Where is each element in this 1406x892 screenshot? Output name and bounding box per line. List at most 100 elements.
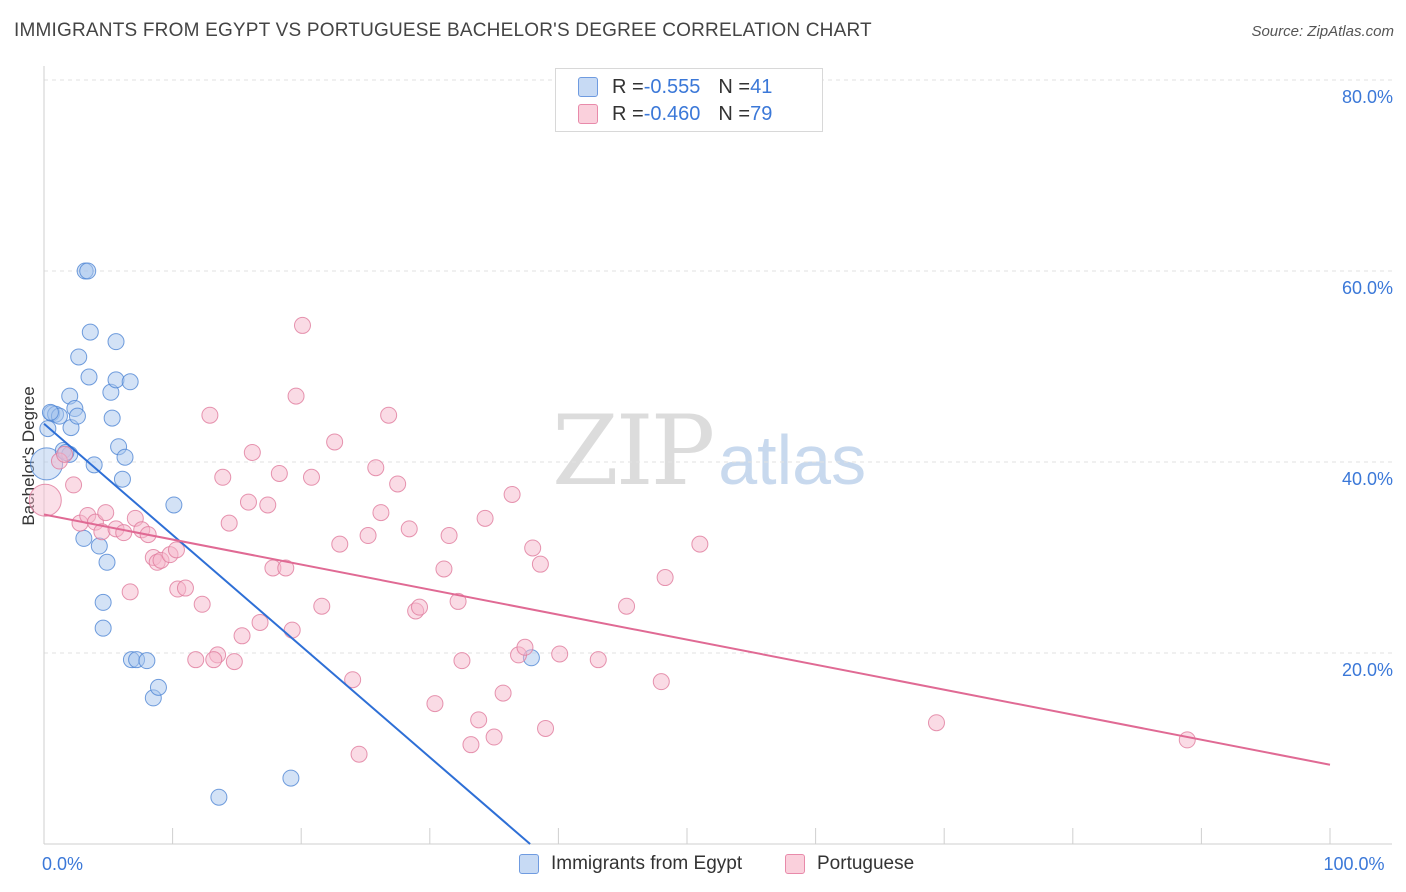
point-portuguese <box>618 597 636 615</box>
point-egypt <box>210 788 228 806</box>
point-egypt <box>94 593 112 611</box>
x-tick-label: 0.0% <box>42 854 83 874</box>
point-portuguese <box>400 520 418 538</box>
legend-n-label: N = <box>718 102 751 125</box>
trendline-portuguese <box>43 513 1331 766</box>
legend-r-label: R = <box>612 102 644 125</box>
point-portuguese <box>656 569 674 587</box>
point-portuguese <box>350 745 368 763</box>
point-portuguese <box>326 433 344 451</box>
stats-legend: R = -0.555 N = 41 R = -0.460 N = 79 <box>555 68 823 132</box>
point-portuguese <box>28 483 62 517</box>
point-portuguese <box>551 645 569 663</box>
chart-title: IMMIGRANTS FROM EGYPT VS PORTUGUESE BACH… <box>14 20 872 41</box>
legend-swatch-portuguese <box>578 104 598 124</box>
point-portuguese <box>380 406 398 424</box>
point-portuguese <box>367 459 385 477</box>
point-portuguese <box>205 651 223 669</box>
point-egypt <box>116 448 134 466</box>
series-legend-portuguese: Portuguese <box>785 851 914 877</box>
point-egypt <box>103 409 121 427</box>
point-portuguese <box>1178 731 1196 749</box>
point-portuguese <box>516 638 534 656</box>
point-egypt <box>149 678 167 696</box>
point-egypt <box>113 470 131 488</box>
watermark: ZIPatlas <box>552 395 866 507</box>
point-egypt <box>107 371 125 389</box>
legend-n-value: 41 <box>750 75 773 98</box>
point-portuguese <box>589 651 607 669</box>
point-egypt <box>138 652 156 670</box>
point-portuguese <box>426 695 444 713</box>
point-portuguese <box>277 559 295 577</box>
point-portuguese <box>193 595 211 613</box>
legend-n-label: N = <box>718 75 751 98</box>
point-egypt <box>79 262 97 280</box>
point-portuguese <box>503 485 521 503</box>
y-tick-label: 20.0% <box>1342 660 1393 680</box>
point-egypt <box>282 769 300 787</box>
point-egypt <box>39 420 57 438</box>
point-portuguese <box>389 475 407 493</box>
point-portuguese <box>201 406 219 424</box>
trendline-egypt <box>43 423 531 845</box>
point-portuguese <box>115 524 133 542</box>
point-portuguese <box>531 555 549 573</box>
legend-swatch-egypt <box>578 77 598 97</box>
point-egypt <box>75 529 93 547</box>
source-credit: Source: ZipAtlas.com <box>1251 23 1394 40</box>
point-portuguese <box>167 541 185 559</box>
point-egypt <box>90 537 108 555</box>
point-portuguese <box>470 711 488 729</box>
point-portuguese <box>344 671 362 689</box>
point-portuguese <box>283 621 301 639</box>
point-portuguese <box>524 539 542 557</box>
point-portuguese <box>359 527 377 545</box>
series-swatch-egypt <box>519 854 539 874</box>
watermark-zip: ZIP <box>552 395 715 507</box>
point-portuguese <box>239 493 257 511</box>
point-portuguese <box>97 504 115 522</box>
point-egypt <box>41 403 59 421</box>
point-portuguese <box>287 387 305 405</box>
point-portuguese <box>302 468 320 486</box>
point-portuguese <box>176 579 194 597</box>
point-portuguese <box>411 598 429 616</box>
point-portuguese <box>372 504 390 522</box>
y-tick-label: 80.0% <box>1342 87 1393 107</box>
legend-r-label: R = <box>612 75 644 98</box>
point-egypt <box>165 496 183 514</box>
point-portuguese <box>243 443 261 461</box>
point-portuguese <box>537 719 555 737</box>
point-egypt <box>70 348 88 366</box>
legend-r-value: -0.460 <box>643 102 701 125</box>
point-portuguese <box>927 714 945 732</box>
point-portuguese <box>214 468 232 486</box>
legend-r-value: -0.555 <box>643 75 701 98</box>
point-portuguese <box>65 476 83 494</box>
point-egypt <box>85 456 103 474</box>
point-portuguese <box>233 627 251 645</box>
point-portuguese <box>652 673 670 691</box>
y-axis-label: Bachelor's Degree <box>19 386 38 525</box>
y-tick-label: 40.0% <box>1342 469 1393 489</box>
point-portuguese <box>251 613 269 631</box>
point-portuguese <box>187 651 205 669</box>
point-portuguese <box>440 527 458 545</box>
point-portuguese <box>259 496 277 514</box>
point-egypt <box>98 553 116 571</box>
x-tick-label: 100.0% <box>1323 854 1384 874</box>
legend-row-egypt: R = -0.555 N = 41 <box>578 74 772 100</box>
point-egypt <box>68 407 86 425</box>
point-portuguese <box>476 509 494 527</box>
watermark-atlas: atlas <box>718 421 867 499</box>
series-swatch-portuguese <box>785 854 805 874</box>
point-portuguese <box>449 592 467 610</box>
point-portuguese <box>56 445 74 463</box>
point-portuguese <box>485 728 503 746</box>
point-portuguese <box>220 514 238 532</box>
series-label-portuguese: Portuguese <box>817 853 915 874</box>
point-portuguese <box>462 736 480 754</box>
point-egypt <box>94 619 112 637</box>
